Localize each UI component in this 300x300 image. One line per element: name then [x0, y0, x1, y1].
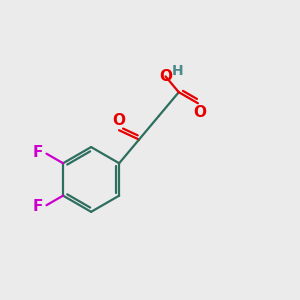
Text: F: F — [33, 145, 43, 160]
Text: H: H — [172, 64, 184, 78]
Text: O: O — [193, 105, 206, 120]
Text: O: O — [159, 69, 172, 84]
Text: O: O — [112, 113, 125, 128]
Text: F: F — [33, 199, 43, 214]
